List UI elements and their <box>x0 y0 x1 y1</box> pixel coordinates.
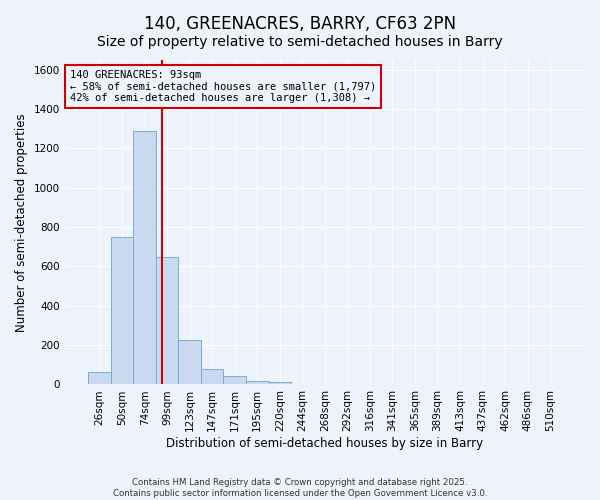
Bar <box>201 368 223 384</box>
Bar <box>133 131 156 384</box>
Bar <box>246 380 269 384</box>
Text: Size of property relative to semi-detached houses in Barry: Size of property relative to semi-detach… <box>97 35 503 49</box>
Bar <box>223 376 246 384</box>
Text: Contains HM Land Registry data © Crown copyright and database right 2025.
Contai: Contains HM Land Registry data © Crown c… <box>113 478 487 498</box>
Bar <box>111 237 133 384</box>
Y-axis label: Number of semi-detached properties: Number of semi-detached properties <box>15 113 28 332</box>
Bar <box>156 256 178 384</box>
Bar <box>269 382 291 384</box>
Text: 140, GREENACRES, BARRY, CF63 2PN: 140, GREENACRES, BARRY, CF63 2PN <box>144 15 456 33</box>
Text: 140 GREENACRES: 93sqm
← 58% of semi-detached houses are smaller (1,797)
42% of s: 140 GREENACRES: 93sqm ← 58% of semi-deta… <box>70 70 376 103</box>
Bar <box>88 372 111 384</box>
Bar <box>178 340 201 384</box>
X-axis label: Distribution of semi-detached houses by size in Barry: Distribution of semi-detached houses by … <box>166 437 484 450</box>
